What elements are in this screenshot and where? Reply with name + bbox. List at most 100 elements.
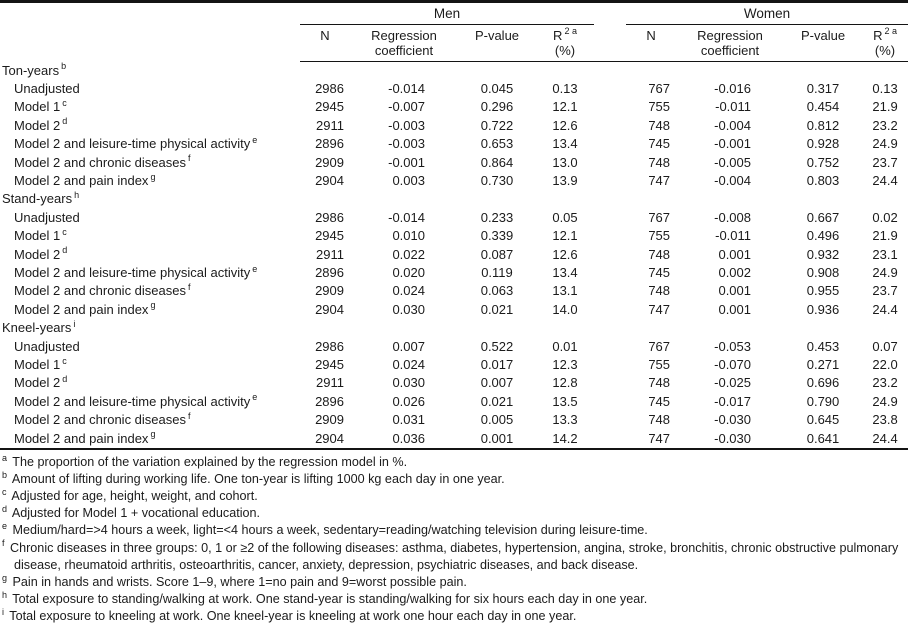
table-row: Model 2 and pain index g 2904 0.003 0.730 13.… <box>0 172 908 190</box>
men-coef-cell: 0.030 <box>392 301 425 317</box>
row-label: Unadjusted <box>14 338 80 354</box>
men-r2-cell: 13.4 <box>552 136 578 152</box>
group-gap <box>594 209 626 227</box>
women-r2-cell: 23.8 <box>872 412 898 428</box>
men-r2-cell: 13.4 <box>552 264 578 280</box>
women-p-cell: 0.453 <box>806 338 840 354</box>
row-label: Model 2 and leisure-time physical activi… <box>14 134 258 152</box>
men-p-cell: 0.021 <box>480 301 514 317</box>
women-r2-cell: 21.9 <box>872 99 898 115</box>
women-r2-cell: 24.4 <box>872 301 898 317</box>
women-p-cell: 0.696 <box>806 375 840 391</box>
table-row: Model 2 d 2911 0.030 0.007 12.8 748 -0.025 0.696… <box>0 374 908 392</box>
women-p-cell: 0.271 <box>806 357 840 372</box>
women-n-cell: 755 <box>648 228 671 244</box>
women-p-cell: 0.803 <box>806 172 840 188</box>
table-row: Model 2 and leisure-time physical activi… <box>0 393 908 411</box>
women-coef-cell: -0.011 <box>715 99 752 115</box>
men-n-cell: 2909 <box>315 412 344 428</box>
footnote: e Medium/hard=>4 hours a week, light=<4 … <box>2 521 648 538</box>
men-r2-cell: 0.05 <box>552 209 578 225</box>
men-p-cell: 0.722 <box>480 117 514 133</box>
women-n-cell: 767 <box>648 338 671 354</box>
women-p-cell: 0.812 <box>806 117 840 133</box>
footnote: g Pain in hands and wrists. Score 1–9, w… <box>2 572 467 589</box>
footnote: b Amount of lifting during working life.… <box>2 469 505 487</box>
men-p-cell: 0.296 <box>480 99 514 115</box>
group-gap <box>594 3 626 24</box>
table-row: Model 1 c 2945 -0.007 0.296 12.1 755 -0.011 0.45… <box>0 98 908 116</box>
table-body: Ton-years b Unadjusted 2986 -0.014 0.045 0.13 7… <box>0 61 908 448</box>
men-r2-cell: 13.0 <box>552 154 578 170</box>
group-label-row: Stand-years h <box>0 190 908 208</box>
women-r2-cell: 24.9 <box>872 136 898 152</box>
table-row: Model 2 and leisure-time physical activi… <box>0 135 908 153</box>
men-coef-cell: -0.003 <box>388 136 425 152</box>
men-n-cell: 2896 <box>315 393 344 409</box>
group-gap <box>594 246 626 264</box>
women-coef-cell: 0.002 <box>718 264 752 280</box>
men-coef-cell: 0.022 <box>392 246 425 262</box>
table-row: Model 2 and chronic diseases f 2909 0.031 0.… <box>0 411 908 429</box>
row-label: Model 2 and pain index g <box>14 171 156 188</box>
group-gap <box>594 172 626 190</box>
men-coef-cell: 0.007 <box>392 338 425 354</box>
table-row: Unadjusted 2986 -0.014 0.233 0.05 767 -0.008 0.… <box>0 209 908 227</box>
women-p-cell: 0.317 <box>806 80 840 96</box>
men-n-cell: 2986 <box>315 338 344 354</box>
stub-header <box>0 3 300 24</box>
footnote: h Total exposure to standing/walking at … <box>2 589 648 606</box>
group-label: Ton-years b <box>2 61 67 78</box>
men-p-cell: 0.021 <box>480 393 514 409</box>
men-p-cell: 0.864 <box>480 154 514 170</box>
men-n-cell: 2911 <box>316 117 344 133</box>
women-n-cell: 745 <box>648 136 671 152</box>
table-row: Model 2 and pain index g 2904 0.030 0.021 14.… <box>0 301 908 319</box>
women-r2-cell: 24.4 <box>872 430 898 446</box>
men-r2-cell: 0.13 <box>552 80 578 96</box>
women-r2-cell: 24.9 <box>872 264 898 280</box>
men-n-header: N <box>300 24 350 62</box>
men-r2-cell: 12.6 <box>552 246 578 262</box>
row-label: Unadjusted <box>14 80 80 96</box>
women-p-cell: 0.645 <box>806 412 840 428</box>
group-gap <box>594 356 626 374</box>
group-gap <box>594 282 626 300</box>
men-p-cell: 0.522 <box>480 338 514 354</box>
men-coef-cell: 0.030 <box>392 375 425 391</box>
women-p-cell: 0.496 <box>806 228 840 244</box>
men-n-cell: 2896 <box>315 264 344 280</box>
women-pvalue-header: P-value <box>784 24 863 62</box>
men-n-cell: 2911 <box>316 246 344 262</box>
men-coef-cell: 0.026 <box>392 393 425 409</box>
men-r2-cell: 14.0 <box>552 301 578 317</box>
group-gap <box>594 264 626 282</box>
women-n-cell: 748 <box>648 154 671 170</box>
table-row: Model 2 d 2911 -0.003 0.722 12.6 748 -0.004 0.81… <box>0 117 908 135</box>
row-label: Model 2 and chronic diseases f <box>14 282 191 299</box>
women-r2-cell: 23.2 <box>872 117 898 133</box>
row-label: Model 2 and leisure-time physical activi… <box>14 263 258 280</box>
women-n-cell: 748 <box>648 246 671 262</box>
footnote: c Adjusted for age, height, weight, and … <box>2 487 258 504</box>
women-p-cell: 0.932 <box>806 246 840 262</box>
table-row: Model 1 c 2945 0.010 0.339 12.1 755 -0.011 0.496… <box>0 227 908 245</box>
table-row: Model 2 d 2911 0.022 0.087 12.6 748 0.001 0.932 2… <box>0 246 908 264</box>
men-p-cell: 0.730 <box>480 172 514 188</box>
men-r2-cell: 12.8 <box>552 375 578 391</box>
men-coef-cell: 0.024 <box>392 357 425 372</box>
footnote: d Adjusted for Model 1 + vocational educ… <box>2 504 261 521</box>
men-coefficient-header: Regression coefficient <box>350 24 458 62</box>
women-r2-cell: 23.1 <box>872 246 898 262</box>
men-p-cell: 0.045 <box>480 80 514 96</box>
women-p-cell: 0.908 <box>806 264 840 280</box>
women-r2-cell: 22.0 <box>872 357 898 372</box>
men-n-cell: 2945 <box>315 99 344 115</box>
women-group-header: Women <box>626 3 908 25</box>
women-coefficient-header: Regression coefficient <box>676 24 785 62</box>
